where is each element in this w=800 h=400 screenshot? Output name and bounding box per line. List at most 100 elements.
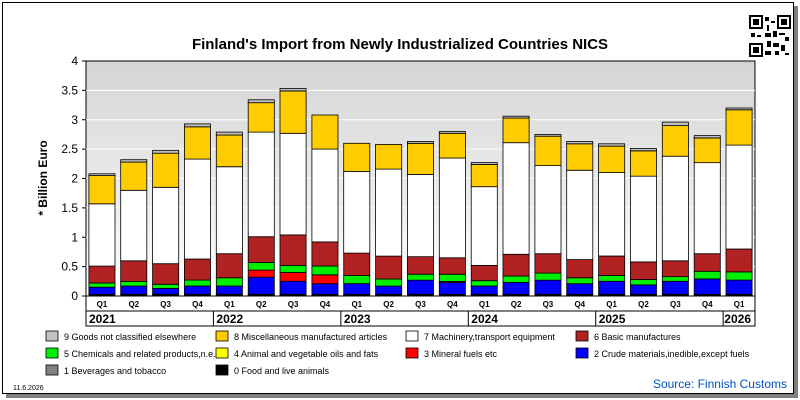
bar-segment bbox=[247, 262, 275, 271]
bar-segment bbox=[406, 279, 434, 295]
bar-segment bbox=[88, 173, 116, 177]
x-tick-label: Q4 bbox=[574, 300, 585, 309]
x-tick-label: Q1 bbox=[97, 300, 108, 309]
bar-segment bbox=[725, 107, 753, 111]
x-tick-label: Q4 bbox=[702, 300, 713, 309]
y-axis-label: * Billion Euro bbox=[36, 140, 50, 215]
year-label: 2024 bbox=[471, 312, 498, 326]
y-tick-label: 0.5 bbox=[61, 260, 78, 274]
bar-segment bbox=[598, 145, 626, 173]
bar-segment bbox=[152, 186, 180, 265]
x-tick-label: Q3 bbox=[415, 300, 426, 309]
x-tick-label: Q1 bbox=[351, 300, 362, 309]
bar-segment bbox=[661, 125, 689, 157]
bar-segment bbox=[152, 149, 180, 154]
bar-segment bbox=[247, 276, 275, 295]
bar-segment bbox=[343, 252, 371, 276]
bar-segment bbox=[88, 203, 116, 267]
bar-segment bbox=[534, 279, 562, 295]
bar-segment bbox=[311, 283, 339, 295]
bar-segment bbox=[152, 283, 180, 289]
bar-segment bbox=[152, 287, 180, 295]
bar-segment bbox=[725, 279, 753, 295]
year-label: 2021 bbox=[89, 312, 116, 326]
bar-segment bbox=[566, 141, 594, 145]
bar-segment bbox=[438, 257, 466, 275]
legend-swatch bbox=[215, 347, 229, 359]
bar-segment bbox=[630, 150, 657, 177]
chart: Finland's Import from Newly Industrializ… bbox=[13, 36, 787, 392]
bar-segment bbox=[343, 283, 371, 295]
bar-segment bbox=[120, 280, 148, 287]
bar-segment bbox=[566, 277, 594, 285]
x-tick-label: Q4 bbox=[192, 300, 203, 309]
bar-segment bbox=[279, 132, 307, 236]
x-tick-label: Q1 bbox=[734, 300, 745, 309]
legend-label: 9 Goods not classified elsewhere bbox=[64, 332, 196, 342]
bar-segment bbox=[247, 269, 275, 278]
bar-segment bbox=[311, 148, 339, 243]
bar-segment bbox=[438, 132, 466, 159]
source-note: Source: Finnish Customs bbox=[653, 377, 787, 391]
x-tick-label: Q1 bbox=[224, 300, 235, 309]
x-tick-label: Q3 bbox=[160, 300, 171, 309]
bar-segment bbox=[279, 264, 307, 273]
bar-segment bbox=[279, 90, 307, 134]
legend-swatch bbox=[405, 347, 419, 359]
bar-segment bbox=[247, 236, 275, 263]
legend-swatch bbox=[575, 347, 589, 359]
bar-segment bbox=[215, 131, 243, 136]
bar-segment bbox=[630, 279, 657, 286]
bar-segment bbox=[598, 280, 626, 295]
x-tick-label: Q3 bbox=[543, 300, 554, 309]
legend-label: 3 Mineral fuels etc bbox=[424, 349, 498, 359]
y-tick-label: 3.5 bbox=[61, 83, 78, 97]
bar-segment bbox=[311, 274, 339, 285]
qr-code-icon[interactable] bbox=[749, 15, 791, 57]
bar-segment bbox=[693, 270, 721, 280]
bar-segment bbox=[534, 253, 562, 274]
legend-label: 5 Chemicals and related products,n.e.s. bbox=[64, 349, 223, 359]
bar-segment bbox=[438, 131, 466, 134]
bar-segment bbox=[88, 286, 116, 295]
y-tick-label: 2 bbox=[71, 172, 78, 186]
x-tick-label: Q1 bbox=[479, 300, 490, 309]
x-tick-label: Q2 bbox=[383, 300, 394, 309]
y-tick-label: 1.5 bbox=[61, 201, 78, 215]
bar-segment bbox=[375, 285, 403, 295]
bar-segment bbox=[630, 148, 657, 152]
bar-segment bbox=[343, 274, 371, 284]
x-tick-label: Q1 bbox=[606, 300, 617, 309]
bar-segment bbox=[375, 278, 403, 287]
bar-segment bbox=[566, 143, 594, 171]
bar-segment bbox=[534, 165, 562, 255]
bar-segment bbox=[725, 271, 753, 281]
bar-segment bbox=[693, 278, 721, 295]
bar-segment bbox=[630, 261, 657, 280]
bar-segment bbox=[88, 265, 116, 284]
bar-segment bbox=[215, 166, 243, 255]
bar-segment bbox=[152, 152, 180, 188]
y-tick-label: 2.5 bbox=[61, 142, 78, 156]
bar-segment bbox=[247, 99, 275, 104]
bar-segment bbox=[470, 264, 498, 282]
bar-segment bbox=[598, 143, 626, 147]
x-tick-label: Q3 bbox=[670, 300, 681, 309]
bar-segment bbox=[375, 255, 403, 280]
year-label: 2022 bbox=[216, 312, 243, 326]
bar-segment bbox=[343, 142, 371, 172]
bar-segment bbox=[311, 114, 339, 150]
bar-segment bbox=[438, 273, 466, 282]
x-tick-label: Q3 bbox=[288, 300, 299, 309]
bar-segment bbox=[470, 285, 498, 295]
bar-segment bbox=[215, 134, 243, 168]
bar-segment bbox=[183, 126, 211, 160]
bar-segment bbox=[120, 260, 148, 282]
bar-segment bbox=[534, 135, 562, 166]
x-tick-label: Q2 bbox=[638, 300, 649, 309]
bar-segment bbox=[406, 273, 434, 281]
bar-segment bbox=[598, 274, 626, 282]
bar-segment bbox=[375, 143, 403, 170]
bar-segment bbox=[183, 285, 211, 295]
y-tick-label: 3 bbox=[71, 113, 78, 127]
